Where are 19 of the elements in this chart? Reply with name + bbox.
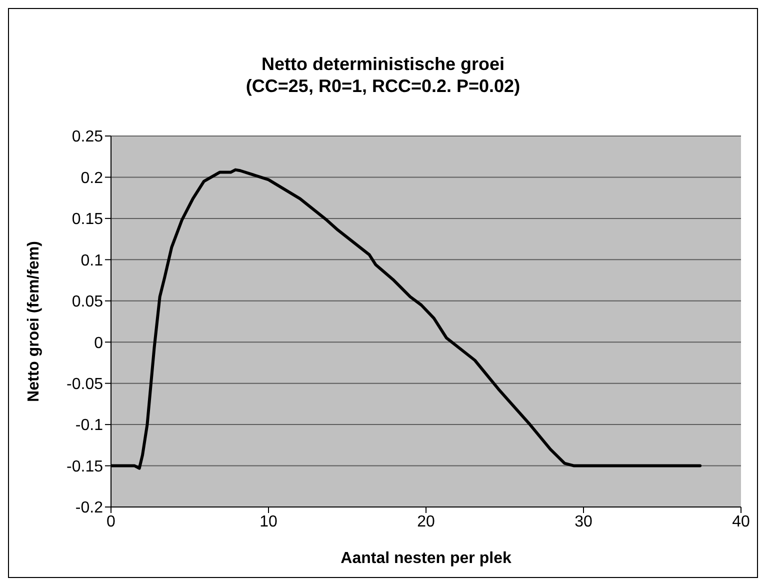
x-tick-label: 0 [106, 513, 116, 530]
x-tick-label: 40 [732, 513, 750, 530]
chart-subtitle: (CC=25, R0=1, RCC=0.2. P=0.02) [244, 75, 522, 97]
y-axis-title: Netto groei (fem/fem) [26, 241, 43, 402]
y-tick-label: -0.2 [75, 500, 104, 517]
chart-title: Netto deterministische groei [260, 53, 506, 75]
x-tick-label: 20 [417, 513, 435, 530]
y-tick-label: -0.05 [66, 376, 104, 394]
x-tick-label: 30 [574, 513, 592, 530]
y-tick-label: 0.15 [72, 211, 104, 228]
y-tick-label: 0.05 [72, 294, 104, 311]
x-tick-label: 10 [260, 513, 278, 530]
y-tick-label: 0.25 [72, 128, 104, 146]
y-tick-label: 0 [94, 334, 104, 352]
y-tick-label: 0.2 [80, 170, 104, 187]
y-tick-label: -0.1 [75, 417, 104, 434]
y-tick-label: 0.1 [80, 252, 104, 270]
y-tick-label: -0.15 [66, 458, 104, 476]
x-axis-title: Aantal nesten per plek [340, 550, 512, 567]
